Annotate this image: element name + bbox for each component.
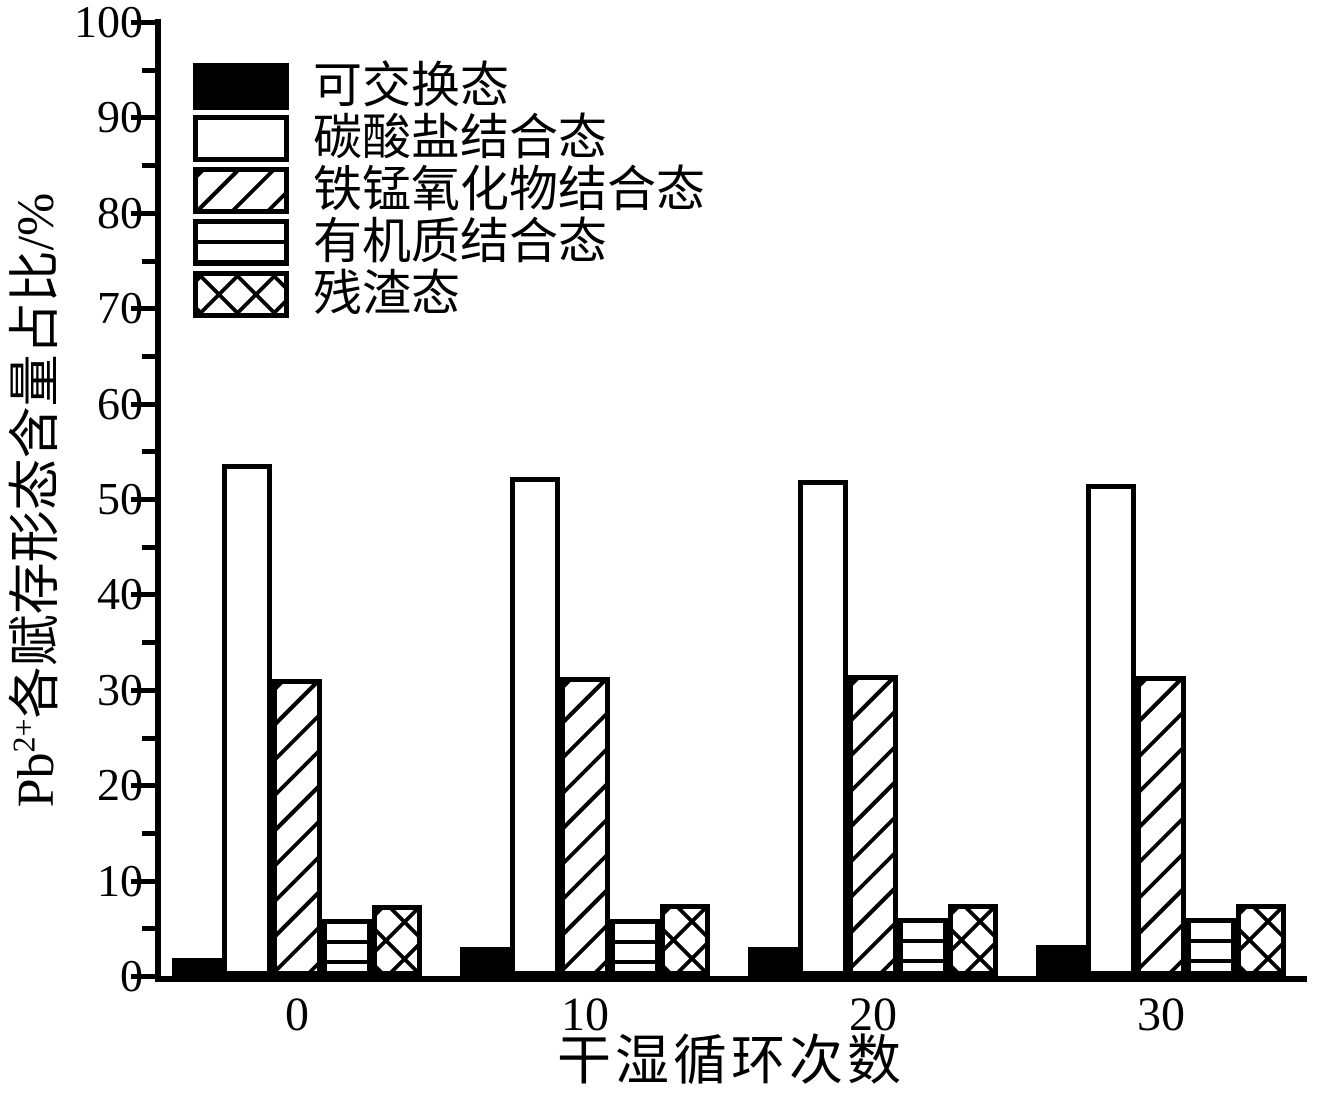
y-tick-label: 60 bbox=[97, 377, 143, 429]
y-tick-label: 20 bbox=[97, 759, 143, 811]
legend-entry: 铁锰氧化物结合态 bbox=[193, 162, 706, 217]
y-minor-tick bbox=[142, 449, 155, 455]
y-major-tick bbox=[131, 20, 155, 25]
y-minor-tick bbox=[142, 163, 155, 169]
y-minor-tick bbox=[142, 353, 155, 359]
y-tick-label: 0 bbox=[120, 950, 143, 1001]
x-category-label: 30 bbox=[1137, 988, 1185, 1041]
y-major-tick bbox=[131, 783, 155, 789]
bar-diagonal-x30 bbox=[1136, 676, 1186, 976]
y-major-tick bbox=[131, 401, 155, 407]
y-major-tick bbox=[131, 115, 155, 121]
y-tick-label: 40 bbox=[97, 568, 143, 620]
legend: 可交换态 碳酸盐结合态 铁锰氧化物结合态 有机质结合态 残渣态 bbox=[193, 58, 706, 322]
y-tick-label: 10 bbox=[97, 854, 143, 906]
y-minor-tick bbox=[142, 544, 155, 550]
bar-white-x20 bbox=[798, 480, 848, 976]
y-major-tick bbox=[131, 497, 155, 502]
y-axis-title-main: 各赋存形态含量占比/% bbox=[8, 192, 65, 719]
bar-white-x0 bbox=[222, 464, 272, 976]
legend-entry: 可交换态 bbox=[193, 58, 705, 113]
legend-label: 铁锰氧化物结合态 bbox=[313, 162, 706, 217]
x-axis-title: 干湿循环次数 bbox=[557, 1031, 905, 1091]
legend-entry: 残渣态 bbox=[193, 266, 705, 321]
y-axis-line bbox=[155, 19, 161, 982]
legend-entry: 碳酸盐结合态 bbox=[193, 110, 705, 165]
bar-solid-black-x30 bbox=[1036, 945, 1086, 976]
x-category-label: 20 bbox=[849, 988, 897, 1041]
legend-label: 碳酸盐结合态 bbox=[313, 110, 608, 165]
bar-solid-black-x20 bbox=[748, 947, 798, 976]
bar-crosshatch-x0 bbox=[372, 905, 422, 976]
bar-crosshatch-x30 bbox=[1236, 904, 1286, 976]
bar-solid-black-x10 bbox=[460, 947, 510, 976]
y-minor-tick bbox=[142, 258, 155, 264]
y-tick-label: 50 bbox=[97, 473, 143, 524]
bar-diagonal-x20 bbox=[848, 675, 898, 976]
legend-label: 有机质结合态 bbox=[313, 214, 608, 269]
y-major-tick bbox=[131, 210, 155, 216]
legend-label: 残渣态 bbox=[313, 266, 461, 321]
bar-diagonal-x0 bbox=[272, 679, 322, 976]
y-axis-title-prefix: Pb bbox=[8, 752, 65, 808]
legend-swatch-diagonal bbox=[193, 166, 289, 214]
y-tick-label: 80 bbox=[97, 186, 143, 238]
legend-swatch-white bbox=[193, 114, 289, 162]
y-minor-tick bbox=[142, 830, 155, 836]
bar-crosshatch-x20 bbox=[948, 904, 998, 976]
y-major-tick bbox=[131, 687, 155, 693]
bar-crosshatch-x10 bbox=[660, 904, 710, 976]
y-minor-tick bbox=[142, 735, 155, 741]
legend-swatch-crosshatch bbox=[193, 270, 289, 318]
y-minor-tick bbox=[142, 640, 155, 646]
bar-horizontal-x30 bbox=[1186, 918, 1236, 976]
y-axis-title: Pb2+各赋存形态含量占比/% bbox=[5, 50, 69, 950]
x-category-label: 0 bbox=[285, 988, 309, 1041]
bar-solid-black-x0 bbox=[172, 958, 222, 976]
y-axis-title-superscript: 2+ bbox=[5, 718, 42, 753]
y-tick-label: 100 bbox=[74, 0, 143, 48]
legend-swatch-horizontal bbox=[193, 218, 289, 266]
y-minor-tick bbox=[142, 926, 155, 932]
bar-white-x10 bbox=[510, 477, 560, 976]
x-axis-line bbox=[155, 976, 1307, 982]
y-tick-label: 30 bbox=[97, 663, 143, 715]
y-major-tick bbox=[131, 974, 155, 979]
legend-entry: 有机质结合态 bbox=[193, 214, 705, 269]
bar-diagonal-x10 bbox=[560, 677, 610, 976]
y-major-tick bbox=[131, 592, 155, 598]
y-major-tick bbox=[131, 878, 155, 884]
x-category-label: 10 bbox=[561, 988, 609, 1041]
y-minor-tick bbox=[142, 67, 155, 73]
y-tick-label: 70 bbox=[97, 282, 143, 334]
legend-swatch-solid-black bbox=[193, 62, 289, 110]
bar-horizontal-x20 bbox=[898, 918, 948, 976]
y-major-tick bbox=[131, 306, 155, 312]
legend-label: 可交换态 bbox=[313, 58, 510, 113]
bar-horizontal-x0 bbox=[322, 919, 372, 976]
y-tick-label: 90 bbox=[97, 91, 143, 143]
bar-white-x30 bbox=[1086, 484, 1136, 976]
bar-horizontal-x10 bbox=[610, 919, 660, 976]
